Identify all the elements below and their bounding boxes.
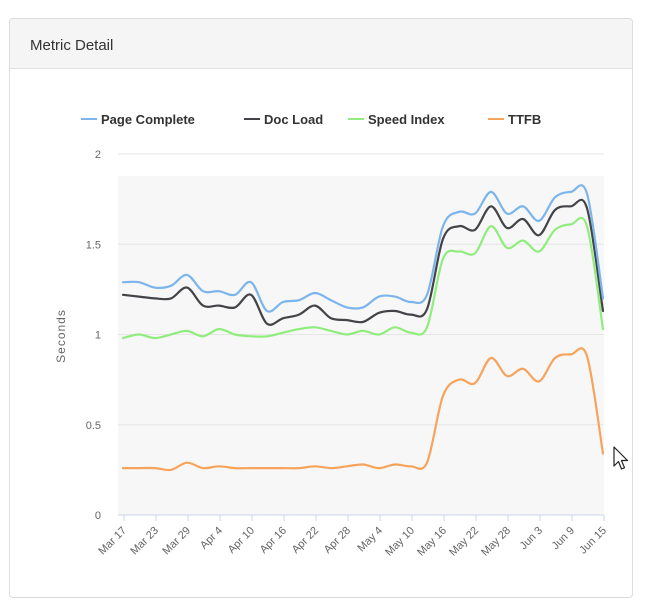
legend-label-speed-index: Speed Index <box>368 112 445 127</box>
panel-title: Metric Detail <box>30 37 114 54</box>
x-tick-label: Apr 4 <box>198 525 225 552</box>
y-axis-title: Seconds <box>54 309 68 363</box>
x-tick-label: May 16 <box>415 525 449 559</box>
y-tick-label: 1.5 <box>86 239 101 251</box>
series-line-doc-load <box>121 198 605 326</box>
panel-body: 0 0.5 1 1.5 2 Mar 17 Mar 23 Mar 29 Apr 4 Apr 10 Ap… <box>10 69 632 597</box>
x-tick-label: Apr 22 <box>290 525 321 556</box>
x-tick-label: Mar 29 <box>160 525 193 558</box>
x-tick-label: May 4 <box>355 525 385 555</box>
x-tick-label: Jun 15 <box>577 525 609 557</box>
legend-label-ttfb: TTFB <box>508 112 541 127</box>
y-tick-label: 0.5 <box>86 420 101 432</box>
x-tick-label: Mar 17 <box>96 525 129 558</box>
series-line-speed-index <box>121 216 605 340</box>
plot-band <box>118 176 604 515</box>
y-tick-label: 0 <box>95 510 101 522</box>
x-tick-label: May 28 <box>479 525 513 559</box>
panel-header: Metric Detail <box>10 19 632 69</box>
x-tick-label: Apr 28 <box>322 525 353 556</box>
y-tick-label: 2 <box>95 149 101 161</box>
legend-label-doc-load: Doc Load <box>264 112 323 127</box>
legend-label-page-complete: Page Complete <box>101 112 195 127</box>
x-tick-label: May 10 <box>383 525 417 559</box>
x-tick-label: Jun 3 <box>518 525 546 553</box>
series-line-ttfb <box>121 347 605 472</box>
metric-detail-panel: Metric Detail 0 0.5 1 1.5 2 Mar 17 Mar 23 Mar 2… <box>9 18 633 598</box>
x-tick-label: Apr 16 <box>258 525 289 556</box>
x-tick-label: Mar 23 <box>128 525 161 558</box>
y-tick-label: 1 <box>95 330 101 342</box>
x-tick-label: Jun 9 <box>550 525 578 553</box>
series-line-page-complete <box>121 184 605 313</box>
x-tick-label: May 22 <box>447 525 481 559</box>
x-tick-label: Apr 10 <box>226 525 257 556</box>
mouse-pointer-icon <box>613 446 629 470</box>
